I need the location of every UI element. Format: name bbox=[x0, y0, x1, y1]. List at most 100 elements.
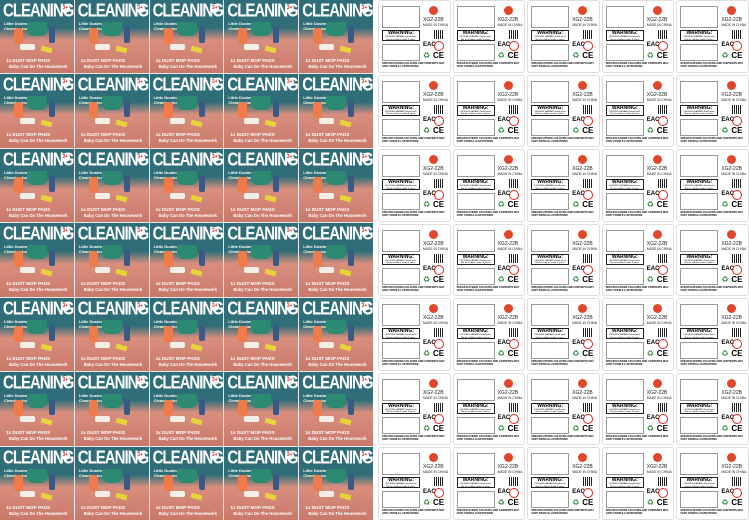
ce-mark: CE bbox=[656, 125, 668, 135]
recycle-icon: ♻ bbox=[646, 200, 654, 210]
spec-notice: SPECIFICATIONS COLOURS AND CONTENTS MAY … bbox=[382, 434, 445, 441]
ce-mark: CE bbox=[656, 200, 668, 210]
age-badge: 3+ bbox=[60, 301, 70, 311]
spec-notice: SPECIFICATIONS COLOURS AND CONTENTS MAY … bbox=[382, 285, 445, 292]
card-title: CLEANING bbox=[302, 75, 373, 96]
recycle-icon: ♻ bbox=[423, 349, 431, 359]
recycle-icon: ♻ bbox=[572, 423, 580, 433]
info-box bbox=[456, 229, 495, 252]
bucket-image bbox=[251, 22, 272, 36]
address-box bbox=[382, 118, 420, 136]
eac-mark: EAC bbox=[497, 414, 511, 421]
front-label: CLEANING 3+ Little Dustman Cleaning tool… bbox=[299, 0, 373, 74]
age-badge: 3+ bbox=[360, 376, 369, 386]
address-box bbox=[531, 118, 570, 136]
model-number: XG2-22B bbox=[572, 240, 593, 247]
back-label: XG2-22B MADE IN CHINA WARNING: CHOKING HA… bbox=[378, 298, 451, 371]
warning-box: WARNING: CHOKING HAZARD-Small parts. Not … bbox=[531, 179, 570, 191]
brand-logo-icon bbox=[652, 155, 662, 165]
info-box bbox=[531, 378, 570, 401]
info-box bbox=[531, 304, 570, 327]
eac-mark: EAC bbox=[572, 489, 585, 496]
back-label: XG2-22B MADE IN CHINA WARNING: CHOKING HA… bbox=[452, 298, 526, 371]
address-box bbox=[605, 118, 644, 136]
warning-title: WARNING: bbox=[462, 179, 489, 186]
pads-text: 1x DUST MOP PADS bbox=[6, 206, 51, 212]
made-in: MADE IN CHINA bbox=[497, 23, 523, 27]
spray-image bbox=[348, 324, 355, 341]
front-label: CLEANING 3+ Little Dustman Cleaning tool… bbox=[149, 446, 224, 520]
bottle-image bbox=[238, 28, 248, 44]
made-in: MADE IN CHINA bbox=[497, 470, 523, 475]
age-badge: 3+ bbox=[210, 78, 220, 88]
pads-text: 1x DUST MOP PADS bbox=[230, 430, 275, 436]
warning-box: WARNING: CHOKING HAZARD-Small parts. Not … bbox=[680, 179, 719, 191]
front-label: CLEANING 3+ Little Dustman Cleaning tool… bbox=[224, 372, 299, 446]
warning-title: WARNING: bbox=[388, 328, 414, 335]
made-in: MADE IN CHINA bbox=[423, 395, 448, 400]
info-box bbox=[531, 453, 570, 476]
model-number: XG2-22B bbox=[721, 464, 742, 471]
brand-logo-icon bbox=[578, 6, 588, 15]
qr-code-icon bbox=[508, 179, 518, 189]
brand: Little Dustman bbox=[4, 95, 32, 101]
sponge-image bbox=[190, 45, 203, 54]
made-in: MADE IN CHINA bbox=[572, 246, 598, 251]
eac-mark: EAC bbox=[423, 191, 436, 198]
qr-code-icon bbox=[434, 30, 443, 39]
back-label: XG2-22B MADE IN CHINA WARNING: CHOKING HA… bbox=[601, 149, 675, 222]
slogan: Baby Can Do The Housework bbox=[233, 138, 292, 144]
front-label: CLEANING 3+ Little Dustman Cleaning tool… bbox=[149, 372, 224, 446]
slogan: Baby Can Do The Housework bbox=[83, 212, 143, 218]
spec-notice: SPECIFICATIONS COLOURS AND CONTENTS MAY … bbox=[382, 136, 445, 143]
warning-text: CHOKING HAZARD-Small parts. Not for chil… bbox=[534, 36, 567, 41]
brand-logo-icon bbox=[727, 378, 737, 388]
bucket-image bbox=[27, 22, 47, 36]
warning-box: WARNING: CHOKING HAZARD-Small parts. Not … bbox=[605, 477, 644, 489]
no-small-parts-icon bbox=[732, 190, 743, 201]
roller-image bbox=[94, 192, 110, 199]
slogan: Baby Can Do The Housework bbox=[158, 64, 217, 69]
no-small-parts-icon bbox=[434, 115, 444, 126]
sponge-image bbox=[40, 343, 53, 352]
bucket-image bbox=[326, 394, 347, 409]
roller-image bbox=[94, 267, 110, 274]
qr-code-icon bbox=[434, 104, 443, 114]
recycle-icon: ♻ bbox=[572, 200, 580, 210]
ce-mark: CE bbox=[656, 274, 668, 284]
spec-notice: SPECIFICATIONS COLOURS AND CONTENTS MAY … bbox=[531, 434, 594, 441]
warning-box: WARNING: CHOKING HAZARD-Small parts. Not … bbox=[456, 477, 495, 489]
info-box bbox=[605, 6, 644, 28]
warning-text: CHOKING HAZARD-Small parts. Not for chil… bbox=[534, 408, 567, 414]
warning-text: CHOKING HAZARD-Small parts. Not for chil… bbox=[459, 110, 492, 116]
bottle-image bbox=[14, 251, 23, 268]
address-box bbox=[680, 342, 719, 360]
ce-mark: CE bbox=[731, 498, 743, 508]
card-title: CLEANING bbox=[302, 149, 373, 171]
ce-mark: CE bbox=[582, 498, 594, 508]
warning-title: WARNING: bbox=[537, 179, 564, 186]
info-box bbox=[605, 229, 644, 252]
warning-text: CHOKING HAZARD-Small parts. Not for chil… bbox=[608, 334, 641, 339]
info-box bbox=[680, 453, 719, 476]
slogan: Baby Can Do The Housework bbox=[9, 510, 68, 516]
model-number: XG2-22B bbox=[572, 315, 593, 322]
front-label: CLEANING 3+ Little Dustman Cleaning tool… bbox=[224, 74, 299, 148]
back-label: XG2-22B MADE IN CHINA WARNING: CHOKING HA… bbox=[601, 223, 675, 297]
pads-text: 1x DUST MOP PADS bbox=[80, 355, 126, 361]
sponge-image bbox=[115, 417, 128, 426]
address-box bbox=[680, 267, 719, 285]
ce-mark: CE bbox=[433, 498, 445, 508]
spec-notice: SPECIFICATIONS COLOURS AND CONTENTS MAY … bbox=[456, 136, 520, 143]
recycle-icon: ♻ bbox=[497, 200, 505, 210]
no-small-parts-icon bbox=[732, 264, 743, 275]
recycle-icon: ♻ bbox=[646, 349, 654, 359]
recycle-icon: ♻ bbox=[423, 274, 431, 284]
spec-notice: SPECIFICATIONS COLOURS AND CONTENTS MAY … bbox=[382, 211, 445, 218]
slogan: Baby Can Do The Housework bbox=[9, 64, 68, 69]
spray-image bbox=[198, 27, 205, 43]
recycle-icon: ♻ bbox=[423, 200, 431, 210]
bucket-image bbox=[176, 468, 197, 483]
bottle-image bbox=[238, 102, 248, 119]
bottle-image bbox=[88, 400, 98, 417]
